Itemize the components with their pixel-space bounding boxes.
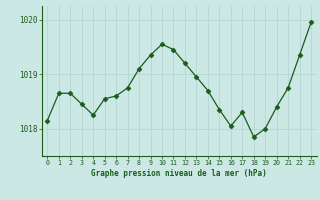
X-axis label: Graphe pression niveau de la mer (hPa): Graphe pression niveau de la mer (hPa) (91, 169, 267, 178)
